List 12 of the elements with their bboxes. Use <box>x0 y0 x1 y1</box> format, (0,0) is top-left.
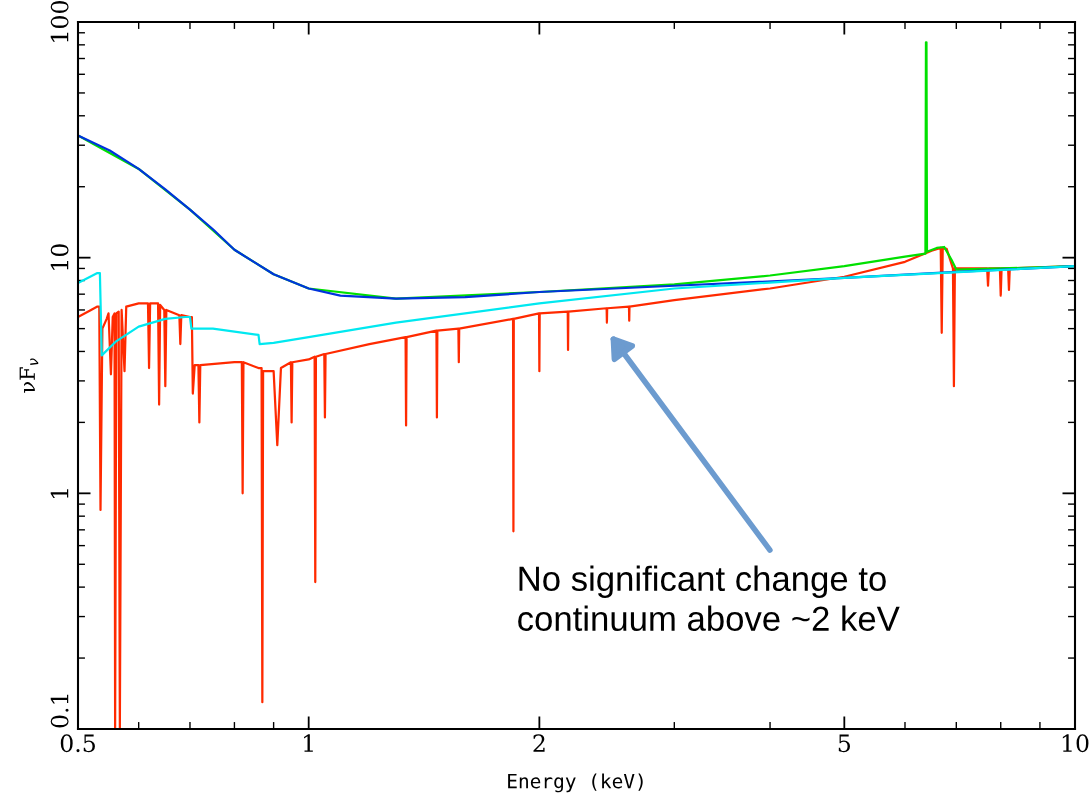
x-tick-label: 10 <box>1062 734 1089 753</box>
y-tick-label: 10 <box>50 244 69 270</box>
x-tick-label: 0.5 <box>60 734 95 753</box>
x-tick-label: 1 <box>304 734 313 752</box>
x-axis-title: Energy (keV) <box>508 773 643 793</box>
x-tick-label: 5 <box>838 734 850 753</box>
y-tick-label: 100 <box>50 1 69 42</box>
annotation: No significant change to continuum above ~2 keV <box>518 565 900 632</box>
y-tick-label: 1 <box>50 489 69 498</box>
y-axis-title: νF$_{ν}$ <box>19 358 39 393</box>
x-tick-label: 2 <box>533 734 545 752</box>
y-tick-label: 0.1 <box>50 694 69 728</box>
